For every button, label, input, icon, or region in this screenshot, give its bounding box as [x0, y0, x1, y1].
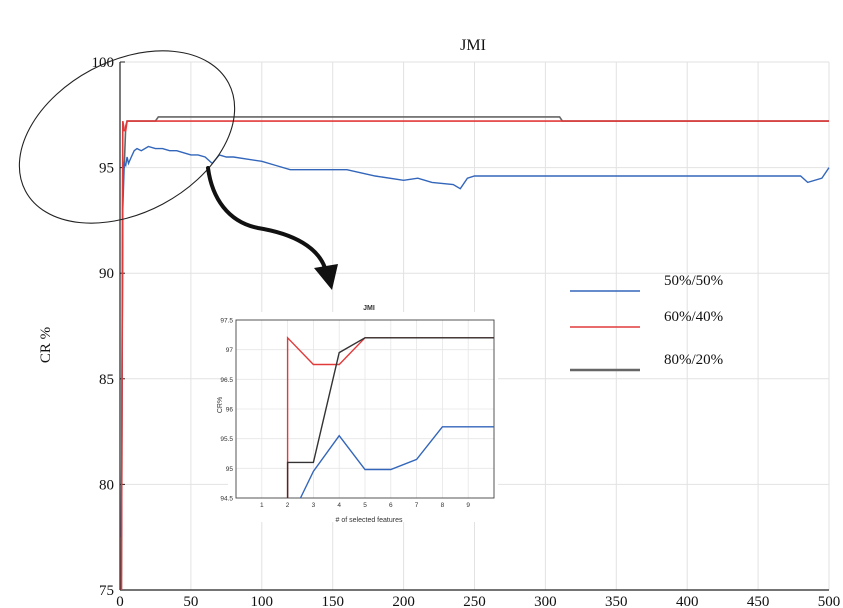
- x-tick-label: 200: [392, 594, 415, 608]
- inset-x-tick-label: 9: [466, 502, 470, 509]
- inset-title: JMI: [363, 305, 375, 312]
- inset-y-tick-label: 97.5: [220, 318, 233, 325]
- inset-x-tick-label: 7: [415, 502, 419, 509]
- inset-x-tick-label: 8: [441, 502, 445, 509]
- inset-x-tick-label: 2: [286, 502, 290, 509]
- y-tick-label: 85: [99, 372, 114, 388]
- y-tick-label: 95: [99, 161, 114, 177]
- inset-x-tick-label: 1: [260, 502, 264, 509]
- series-line-50-50: [120, 145, 830, 538]
- y-tick-label: 80: [99, 477, 114, 493]
- x-tick-label: 500: [818, 594, 841, 608]
- inset-y-tick-label: 97: [226, 347, 234, 354]
- legend-label: 50%/50%: [664, 273, 723, 289]
- legend-label: 80%/20%: [664, 352, 723, 368]
- chart-title: JMI: [460, 37, 486, 54]
- inset-frame: [235, 319, 495, 499]
- x-tick-label: 400: [676, 594, 699, 608]
- x-tick-label: 50: [183, 594, 198, 608]
- inset-y-tick-label: 96: [226, 407, 234, 414]
- legend: 50%/50% 60%/40% 80%/20%: [570, 273, 723, 372]
- y-axis-label: CR %: [38, 327, 54, 363]
- x-tick-label: 250: [463, 594, 486, 608]
- inset-y-tick-label: 95: [226, 466, 234, 473]
- inset-series: [286, 336, 494, 499]
- inset-y-tick-label: 96.5: [220, 377, 233, 384]
- y-tick-label: 75: [99, 583, 114, 599]
- inset-x-tick-label: 6: [389, 502, 393, 509]
- inset-series-line: [286, 337, 494, 498]
- x-tick-label: 150: [321, 594, 344, 608]
- zoom-arrowhead-icon: [314, 264, 338, 290]
- legend-label: 60%/40%: [664, 309, 723, 325]
- y-tick-label: 90: [99, 266, 114, 282]
- inset-series-line: [299, 426, 494, 499]
- inset-y-tick-label: 94.5: [220, 496, 233, 503]
- zoom-annotation: [18, 50, 338, 290]
- x-tick-label: 100: [251, 594, 274, 608]
- zoom-arrow: [206, 166, 327, 270]
- inset-y-axis-label: CR%: [217, 397, 224, 413]
- series-line-60-40: [120, 120, 829, 591]
- x-tick-label: 300: [534, 594, 557, 608]
- inset-chart: 1 2 3 4 5 6 7 8 9 94.5 95 95.5 96 96.5 97 97.5 JMI # of…: [217, 305, 498, 524]
- inset-x-axis-label: # of selected features: [336, 517, 403, 524]
- inset-x-tick-label: 3: [312, 502, 316, 509]
- main-axes: 0 50 100 150 200 250 300 350 400 450 5007580859095…: [92, 55, 841, 608]
- inset-x-tick-label: 5: [363, 502, 367, 509]
- inset-axes: 1 2 3 4 5 6 7 8 9 94.5 95 95.5 96 96.5 97 97.5: [220, 318, 495, 509]
- inset-x-tick-label: 4: [337, 502, 341, 509]
- x-tick-label: 350: [605, 594, 628, 608]
- x-tick-label: 450: [747, 594, 770, 608]
- main-series: [120, 116, 830, 591]
- inset-y-tick-label: 95.5: [220, 436, 233, 443]
- x-tick-label: 0: [116, 594, 124, 608]
- zoom-ellipse: [18, 50, 236, 224]
